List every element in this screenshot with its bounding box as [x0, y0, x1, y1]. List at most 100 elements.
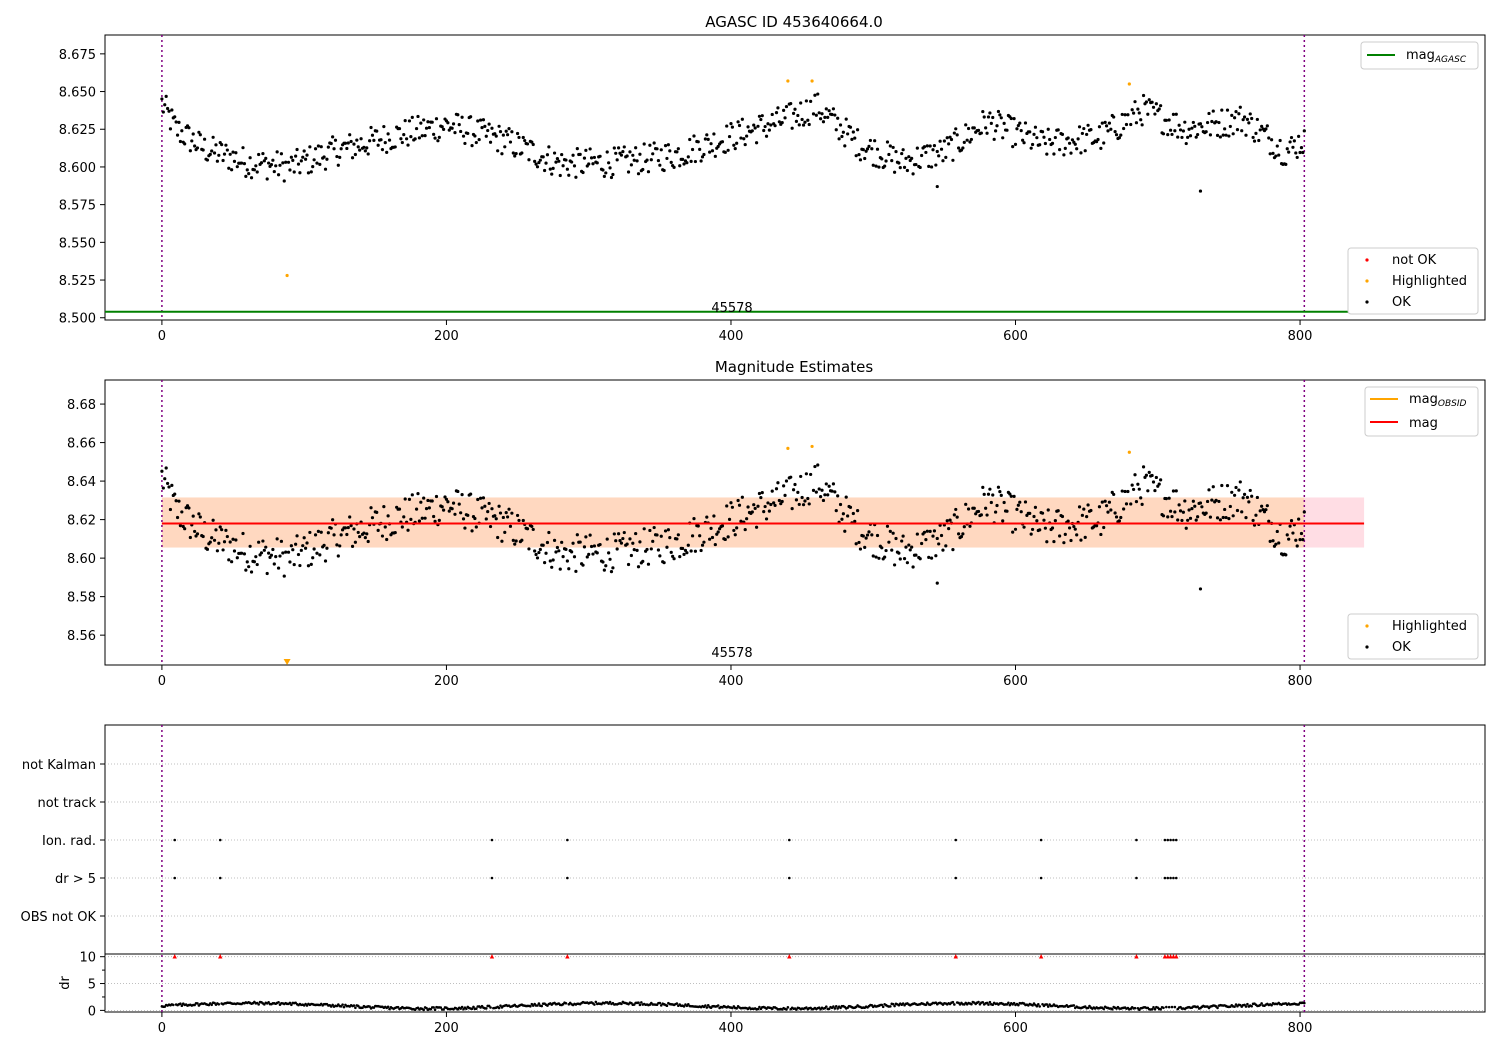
dr-outlier-marker	[787, 954, 792, 959]
ok-point	[1242, 492, 1247, 496]
ok-point	[484, 134, 488, 138]
ok-point	[1184, 526, 1188, 530]
ok-point	[604, 564, 608, 568]
ok-point	[343, 141, 348, 145]
ok-point	[1248, 488, 1252, 493]
ok-point	[1150, 100, 1154, 104]
ok-point	[286, 550, 291, 554]
panel3-xtick-label: 600	[1003, 1021, 1028, 1036]
ok-point	[1151, 105, 1156, 109]
ok-point	[1180, 135, 1184, 140]
ok-point	[426, 498, 430, 503]
ok-point	[271, 158, 275, 162]
ok-point	[689, 549, 693, 553]
ok-point	[591, 162, 595, 166]
ok-point	[938, 139, 942, 143]
ok-point	[406, 528, 410, 532]
ok-point	[1248, 112, 1252, 116]
ok-point	[1257, 138, 1261, 143]
ok-point	[632, 548, 636, 552]
ok-point	[608, 166, 612, 170]
ok-point	[254, 555, 258, 559]
ok-point	[515, 131, 520, 136]
dr-point	[1260, 1002, 1263, 1005]
ok-point	[422, 496, 426, 500]
ok-point	[729, 501, 733, 505]
ok-point	[622, 530, 626, 535]
ok-point	[323, 167, 328, 171]
ok-point	[607, 551, 611, 555]
ok-point	[1053, 135, 1057, 140]
ok-point	[1258, 128, 1262, 132]
ok-point	[299, 159, 303, 163]
panel3-xtick-label: 0	[158, 1021, 166, 1036]
panel1-obsid-label: 45578	[711, 301, 752, 316]
ok-point	[1045, 152, 1049, 156]
ok-point	[1299, 531, 1304, 536]
ok-point	[481, 496, 486, 500]
ok-point	[944, 544, 948, 548]
dr-point	[640, 1001, 643, 1004]
ok-point	[905, 561, 909, 565]
ok-point	[649, 158, 653, 162]
ok-point	[316, 144, 321, 148]
ok-point	[1130, 483, 1134, 487]
ok-point	[1205, 120, 1210, 125]
ok-point	[497, 504, 501, 508]
ok-point	[193, 144, 197, 148]
ok-point	[945, 519, 949, 523]
ok-point	[1013, 142, 1018, 146]
ok-point	[557, 159, 561, 163]
ok-point	[612, 532, 616, 536]
ok-point	[215, 549, 219, 553]
highlighted-point	[285, 273, 289, 278]
ok-point	[1183, 120, 1187, 124]
flag-row-label: not track	[37, 796, 96, 811]
ok-point	[708, 150, 712, 154]
dr-point	[442, 1008, 445, 1011]
ok-point	[493, 514, 497, 518]
ok-point	[981, 485, 985, 490]
ok-point	[1208, 515, 1213, 519]
legend-mag-agasc-sub: AGASC	[1434, 55, 1467, 65]
ok-point	[675, 150, 679, 154]
ok-point	[170, 108, 174, 112]
ok-point	[410, 115, 414, 119]
ok-point	[954, 127, 958, 131]
ok-point	[746, 505, 750, 509]
ok-point	[905, 168, 909, 173]
ok-point	[188, 535, 192, 540]
ok-point	[1019, 510, 1023, 514]
ok-point	[1141, 93, 1146, 98]
dr-point	[1250, 1004, 1253, 1008]
ok-point	[1225, 484, 1230, 488]
ok-point	[511, 538, 515, 542]
ok-point	[177, 499, 181, 503]
ok-point	[993, 510, 998, 514]
dr-point	[484, 1007, 488, 1010]
dr-point	[834, 1005, 838, 1008]
ok-point	[629, 553, 633, 558]
ok-point	[907, 155, 911, 159]
ok-point	[397, 507, 402, 511]
ok-point	[313, 533, 318, 537]
ok-point	[1191, 120, 1195, 125]
ok-point	[615, 547, 619, 551]
ok-point	[299, 548, 303, 552]
ok-point	[1100, 500, 1104, 504]
ok-point	[796, 490, 800, 494]
panel1-ytick-label: 8.600	[59, 161, 96, 176]
ok-point	[764, 134, 769, 138]
ok-point	[1073, 142, 1077, 146]
ok-point	[803, 499, 807, 503]
ok-point	[951, 158, 955, 162]
ok-point	[1298, 150, 1302, 155]
ok-point	[434, 494, 439, 499]
ok-point	[459, 129, 463, 134]
ok-point	[208, 152, 212, 156]
dr-point	[1038, 1005, 1042, 1008]
dr-point	[881, 1005, 885, 1009]
ok-point	[565, 559, 569, 563]
ok-point	[548, 559, 552, 563]
ok-point	[754, 525, 759, 529]
